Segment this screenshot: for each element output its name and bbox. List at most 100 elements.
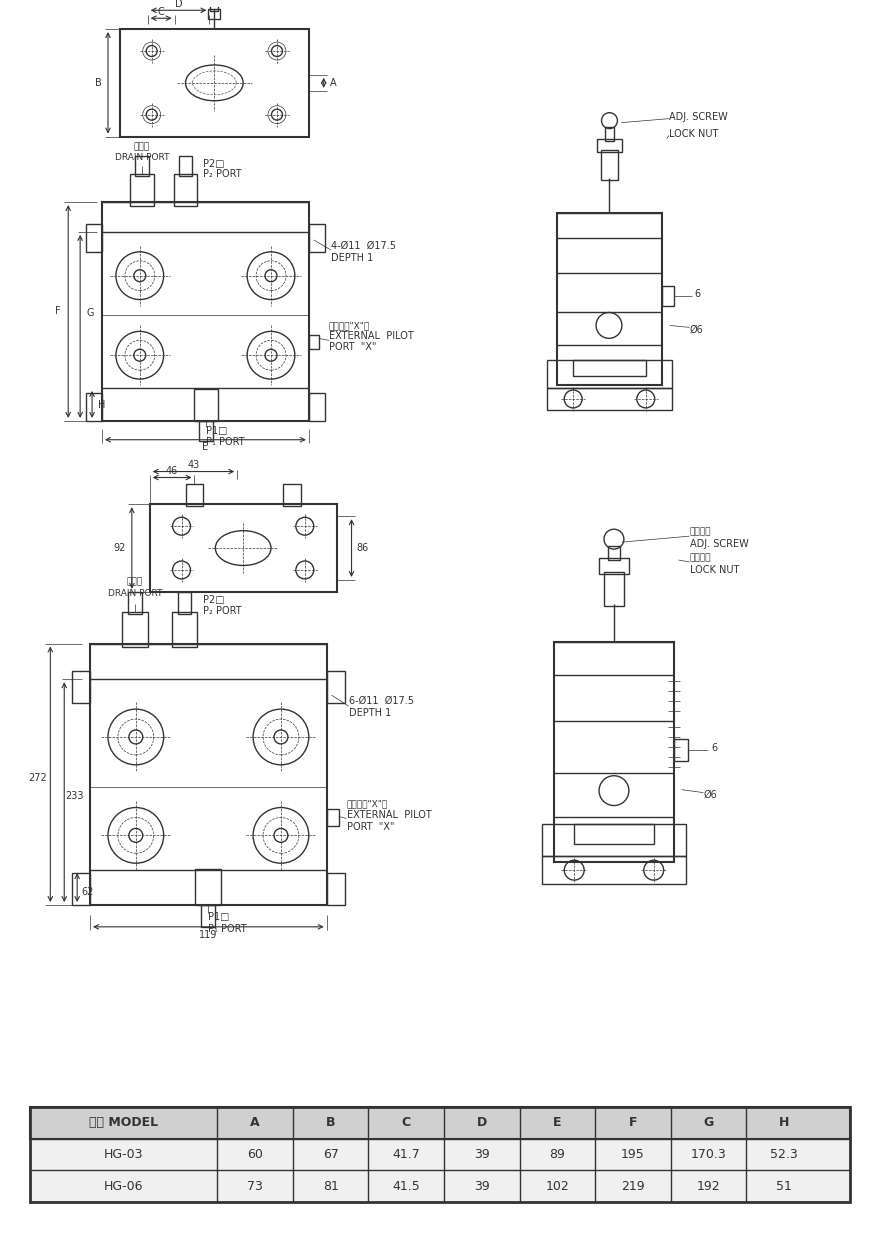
Bar	[557, 213, 662, 385]
Bar	[178, 592, 192, 613]
Text: 43: 43	[187, 459, 200, 470]
Bar	[547, 387, 671, 410]
Bar	[200, 421, 213, 441]
Bar	[554, 642, 673, 863]
Bar	[86, 225, 102, 252]
Text: 固定螺帽: 固定螺帽	[690, 554, 711, 563]
Text: P1□: P1□	[209, 912, 230, 922]
Bar	[122, 612, 148, 648]
Text: 67: 67	[323, 1148, 339, 1161]
Bar	[150, 505, 337, 592]
Bar	[309, 336, 319, 349]
Bar	[673, 739, 687, 761]
Text: 41.7: 41.7	[392, 1148, 420, 1161]
Bar	[662, 285, 673, 306]
Text: E: E	[553, 1117, 561, 1129]
Bar	[309, 392, 325, 421]
Bar	[202, 905, 216, 927]
Text: LOCK NUT: LOCK NUT	[669, 128, 718, 138]
Text: 170.3: 170.3	[691, 1148, 726, 1161]
Bar	[130, 174, 154, 206]
Text: 192: 192	[697, 1180, 720, 1193]
Text: 46: 46	[166, 465, 179, 475]
Text: DRAIN PORT: DRAIN PORT	[114, 153, 169, 162]
Text: B: B	[95, 78, 101, 88]
Text: C: C	[158, 7, 165, 17]
Text: 195: 195	[621, 1148, 645, 1161]
Bar	[173, 174, 197, 206]
Text: 92: 92	[114, 543, 126, 553]
Bar	[326, 671, 345, 703]
Text: D: D	[477, 1117, 487, 1129]
Text: 39: 39	[473, 1180, 489, 1193]
Text: 81: 81	[323, 1180, 339, 1193]
Text: 60: 60	[247, 1148, 263, 1161]
Text: P₂ PORT: P₂ PORT	[203, 606, 242, 616]
Bar	[597, 138, 622, 153]
Text: 41.5: 41.5	[392, 1180, 420, 1193]
Text: P₁ PORT: P₁ PORT	[207, 437, 245, 447]
Bar	[31, 1139, 849, 1170]
Text: 調節螺絲: 調節螺絲	[690, 528, 711, 537]
Text: C: C	[401, 1117, 411, 1129]
Text: Ø6: Ø6	[690, 325, 703, 334]
Text: LOCK NUT: LOCK NUT	[690, 565, 739, 575]
Bar	[120, 30, 309, 137]
Text: PORT  "X": PORT "X"	[328, 342, 376, 352]
Text: 119: 119	[199, 929, 217, 940]
Bar	[542, 856, 686, 884]
Bar	[186, 485, 203, 506]
Text: 233: 233	[65, 791, 84, 801]
Bar	[72, 671, 90, 703]
Text: HG-03: HG-03	[104, 1148, 143, 1161]
Text: 73: 73	[247, 1180, 263, 1193]
Bar	[31, 1170, 849, 1202]
Bar	[90, 643, 326, 905]
Text: F: F	[628, 1117, 637, 1129]
Text: 39: 39	[473, 1148, 489, 1161]
Bar	[605, 127, 614, 141]
Text: 4-Ø11  Ø17.5: 4-Ø11 Ø17.5	[331, 241, 396, 251]
Text: DRAIN PORT: DRAIN PORT	[107, 590, 162, 598]
Text: 102: 102	[546, 1180, 569, 1193]
Text: 外部引導"X"口: 外部引導"X"口	[347, 800, 388, 808]
Text: EXTERNAL  PILOT: EXTERNAL PILOT	[347, 811, 431, 821]
Text: PORT  "X": PORT "X"	[347, 822, 394, 833]
Bar	[31, 1107, 849, 1202]
Text: P₂ PORT: P₂ PORT	[203, 169, 242, 179]
Bar	[128, 592, 142, 613]
Text: 6: 6	[711, 743, 717, 753]
Bar	[172, 612, 197, 648]
Text: 渫流口: 渫流口	[134, 142, 150, 151]
Bar	[599, 558, 629, 574]
Text: DEPTH 1: DEPTH 1	[331, 253, 373, 263]
Text: E: E	[202, 442, 209, 452]
Bar	[72, 874, 90, 905]
Bar	[210, 0, 218, 11]
Bar	[608, 547, 620, 560]
Text: 6-Ø11  Ø17.5: 6-Ø11 Ø17.5	[348, 696, 414, 706]
Text: 渫流口: 渫流口	[127, 578, 143, 586]
Text: D: D	[175, 0, 182, 10]
Bar	[86, 392, 102, 421]
Text: G: G	[703, 1117, 714, 1129]
Text: 51: 51	[776, 1180, 792, 1193]
Text: EXTERNAL  PILOT: EXTERNAL PILOT	[328, 332, 414, 342]
Bar	[102, 202, 309, 421]
Text: 6: 6	[694, 289, 700, 299]
Text: G: G	[86, 308, 94, 318]
Text: P2□: P2□	[203, 595, 225, 605]
Text: 86: 86	[356, 543, 369, 553]
Text: A: A	[330, 78, 337, 88]
Bar	[309, 225, 325, 252]
Text: HG-06: HG-06	[104, 1180, 143, 1193]
Bar	[326, 874, 345, 905]
Text: H: H	[779, 1117, 789, 1129]
Bar	[575, 824, 654, 844]
Bar	[604, 571, 624, 606]
Text: 62: 62	[81, 887, 93, 897]
Text: H: H	[99, 400, 106, 410]
Bar	[179, 157, 193, 176]
Bar	[600, 151, 619, 180]
Text: 219: 219	[621, 1180, 645, 1193]
